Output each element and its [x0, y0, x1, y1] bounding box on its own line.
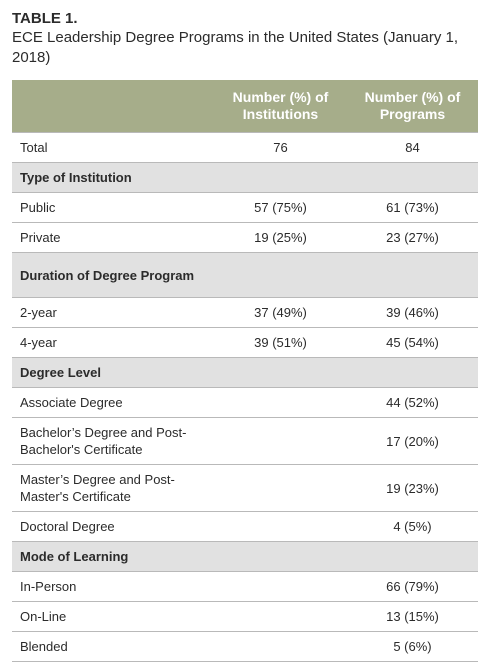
header-cell-label: [12, 80, 214, 133]
institutions-cell: 76: [214, 132, 347, 163]
row-label: 4-year: [12, 327, 214, 358]
programs-cell: 66 (79%): [347, 571, 478, 602]
ece-programs-table: Number (%) of Institutions Number (%) of…: [12, 80, 478, 662]
row-label: Private: [12, 222, 214, 253]
section-empty-cell: [347, 162, 478, 193]
section-empty-cell: [214, 541, 347, 572]
table-row: Private 19 (25%) 23 (27%): [12, 222, 478, 253]
table-row: Public 57 (75%) 61 (73%): [12, 192, 478, 223]
institutions-cell: [214, 601, 347, 632]
table-row: Associate Degree 44 (52%): [12, 387, 478, 418]
programs-cell: 39 (46%): [347, 297, 478, 328]
row-label: Associate Degree: [12, 387, 214, 418]
programs-cell: 19 (23%): [347, 464, 478, 512]
table-row: Master’s Degree and Post-Master's Certif…: [12, 464, 478, 512]
section-empty-cell: [347, 252, 478, 298]
table-row: Doctoral Degree 4 (5%): [12, 511, 478, 542]
table-caption-title: ECE Leadership Degree Programs in the Un…: [12, 29, 459, 66]
section-label: Degree Level: [12, 357, 214, 388]
table-row: In-Person 66 (79%): [12, 571, 478, 602]
section-label: Duration of Degree Program: [12, 252, 214, 298]
table-header-row: Number (%) of Institutions Number (%) of…: [12, 80, 478, 133]
row-label: Doctoral Degree: [12, 511, 214, 542]
table-row: Total 76 84: [12, 132, 478, 163]
table-caption-label: TABLE 1.: [12, 10, 78, 27]
institutions-cell: 57 (75%): [214, 192, 347, 223]
row-label: Total: [12, 132, 214, 163]
institutions-cell: [214, 511, 347, 542]
row-label: On-Line: [12, 601, 214, 632]
institutions-cell: 19 (25%): [214, 222, 347, 253]
programs-cell: 84: [347, 132, 478, 163]
row-label: Master’s Degree and Post-Master's Certif…: [12, 464, 214, 512]
table-row: 2-year 37 (49%) 39 (46%): [12, 297, 478, 328]
institutions-cell: [214, 387, 347, 418]
section-row: Mode of Learning: [12, 541, 478, 572]
institutions-cell: [214, 464, 347, 512]
header-cell-institutions: Number (%) of Institutions: [214, 80, 347, 133]
programs-cell: 23 (27%): [347, 222, 478, 253]
table-row: 4-year 39 (51%) 45 (54%): [12, 327, 478, 358]
section-empty-cell: [214, 162, 347, 193]
table-row: On-Line 13 (15%): [12, 601, 478, 632]
programs-cell: 13 (15%): [347, 601, 478, 632]
section-row: Duration of Degree Program: [12, 252, 478, 298]
section-empty-cell: [347, 541, 478, 572]
programs-cell: 61 (73%): [347, 192, 478, 223]
header-cell-programs: Number (%) of Programs: [347, 80, 478, 133]
section-empty-cell: [214, 357, 347, 388]
section-row: Degree Level: [12, 357, 478, 388]
row-label: In-Person: [12, 571, 214, 602]
table-row: Bachelor’s Degree and Post-Bachelor's Ce…: [12, 417, 478, 465]
programs-cell: 17 (20%): [347, 417, 478, 465]
row-label: Bachelor’s Degree and Post-Bachelor's Ce…: [12, 417, 214, 465]
section-empty-cell: [214, 252, 347, 298]
section-label: Type of Institution: [12, 162, 214, 193]
institutions-cell: 37 (49%): [214, 297, 347, 328]
section-row: Type of Institution: [12, 162, 478, 193]
institutions-cell: 39 (51%): [214, 327, 347, 358]
programs-cell: 45 (54%): [347, 327, 478, 358]
institutions-cell: [214, 417, 347, 465]
row-label: 2-year: [12, 297, 214, 328]
section-label: Mode of Learning: [12, 541, 214, 572]
institutions-cell: [214, 571, 347, 602]
section-empty-cell: [347, 357, 478, 388]
programs-cell: 4 (5%): [347, 511, 478, 542]
programs-cell: 44 (52%): [347, 387, 478, 418]
row-label: Public: [12, 192, 214, 223]
